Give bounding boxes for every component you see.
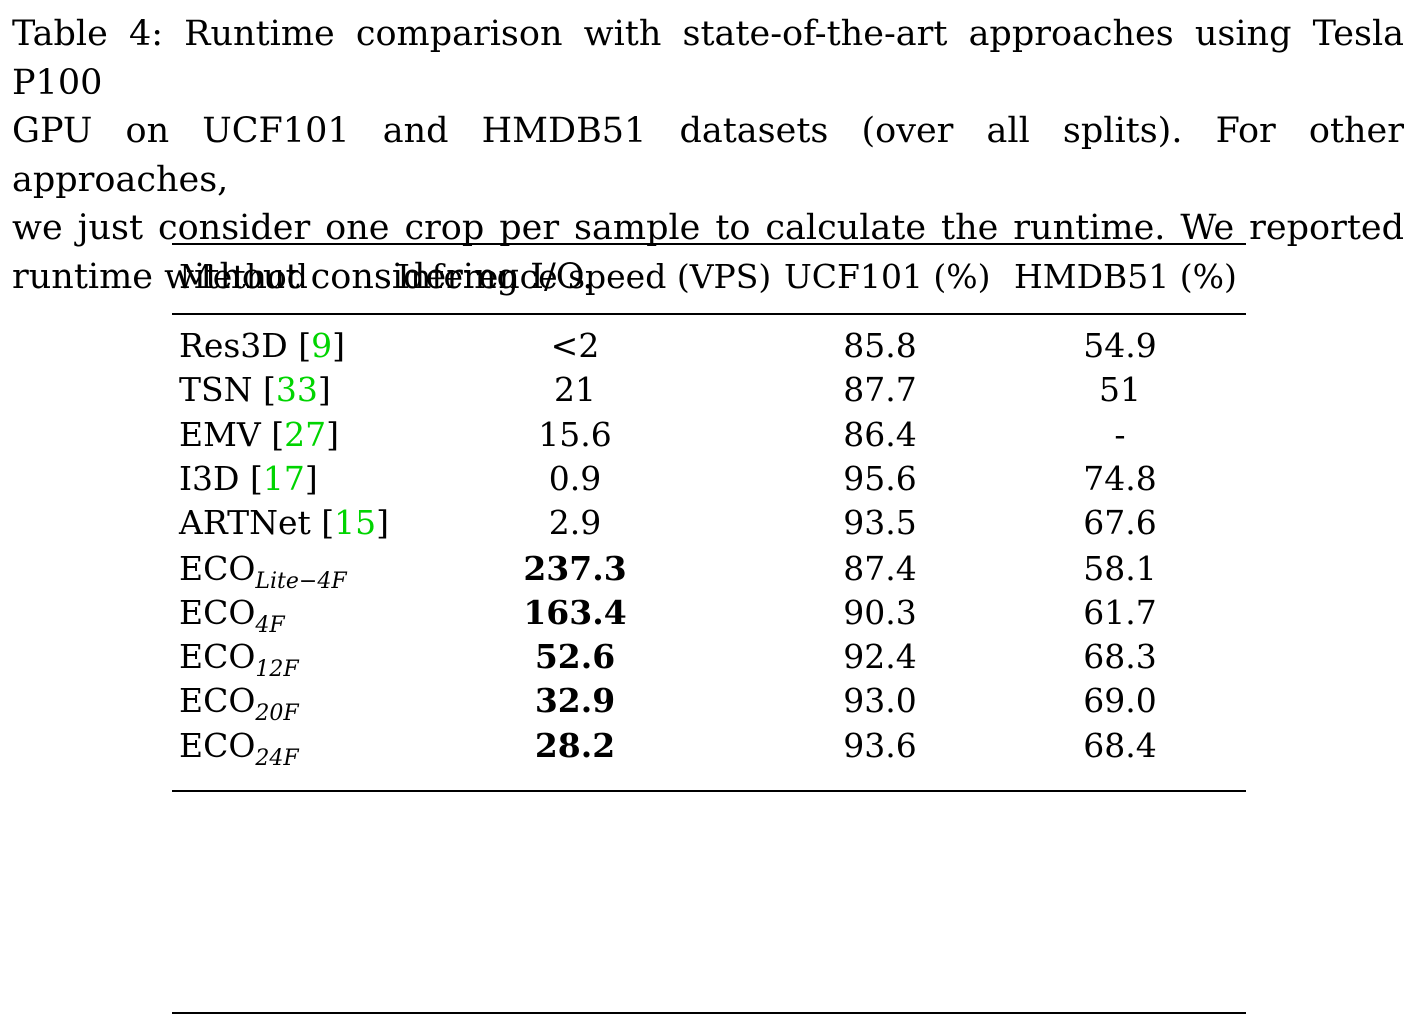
ucf101-cell: 90.3 bbox=[843, 592, 917, 632]
method-cell: ECO4F bbox=[179, 592, 285, 637]
citation-bracket-close: ] bbox=[326, 414, 339, 454]
ucf101-cell: 86.4 bbox=[843, 414, 917, 454]
speed-cell: 52.6 bbox=[534, 637, 616, 677]
method-name: EMV bbox=[179, 414, 261, 454]
header-method: Method bbox=[179, 257, 308, 296]
citation-link[interactable]: 15 bbox=[334, 503, 377, 543]
citation-bracket-close: ] bbox=[304, 458, 318, 498]
hmdb51-cell: 68.3 bbox=[1083, 637, 1157, 677]
hmdb51-cell: - bbox=[1114, 414, 1126, 454]
citation-bracket-close: ] bbox=[376, 503, 390, 543]
table-caption: Table 4: Runtime comparison with state-o… bbox=[12, 10, 1404, 301]
citation-bracket-open: [ bbox=[250, 458, 263, 498]
method-cell: I3D [17] bbox=[179, 459, 318, 499]
speed-cell: 163.4 bbox=[523, 592, 627, 632]
method-name: ARTNet bbox=[179, 503, 311, 543]
citation-bracket-close: ] bbox=[332, 326, 346, 365]
method-cell: EMV [27] bbox=[179, 415, 339, 455]
citation-bracket-open: [ bbox=[298, 326, 312, 365]
method-cell: ECO20F bbox=[179, 681, 299, 725]
method-subscript: 24F bbox=[255, 745, 299, 771]
header-inference-speed: Inference speed (VPS) bbox=[397, 257, 772, 296]
method-subscript: 4F bbox=[255, 612, 285, 638]
speed-cell: 2.9 bbox=[548, 503, 602, 543]
method-cell: ARTNet [15] bbox=[179, 503, 389, 543]
citation-bracket-close: ] bbox=[317, 370, 331, 410]
hmdb51-cell: 67.6 bbox=[1083, 503, 1157, 543]
speed-cell: 21 bbox=[554, 370, 596, 410]
caption-line-4: runtime without considering I/O. bbox=[12, 256, 594, 297]
speed-cell: 28.2 bbox=[534, 725, 616, 765]
hmdb51-cell: 54.9 bbox=[1083, 326, 1157, 365]
method-name: ECO bbox=[179, 592, 256, 632]
ucf101-cell: 93.0 bbox=[843, 681, 917, 721]
header-ucf101: UCF101 (%) bbox=[784, 257, 991, 296]
hmdb51-cell: 69.0 bbox=[1083, 681, 1157, 721]
header-hmdb51: HMDB51 (%) bbox=[1014, 257, 1237, 296]
ucf101-cell: 87.7 bbox=[843, 370, 917, 410]
method-subscript: 12F bbox=[255, 657, 299, 683]
citation-bracket-open: [ bbox=[271, 414, 285, 454]
citation-link[interactable]: 17 bbox=[262, 458, 305, 498]
hmdb51-cell: 74.8 bbox=[1083, 458, 1157, 498]
method-name: ECO bbox=[179, 548, 256, 588]
method-cell: TSN [33] bbox=[179, 370, 331, 410]
ucf101-cell: 87.4 bbox=[843, 548, 917, 588]
caption-line-2: GPU on UCF101 and HMDB51 datasets (over … bbox=[12, 111, 1404, 200]
table-top-rule bbox=[172, 243, 1246, 245]
table-header-rule bbox=[172, 313, 1246, 315]
citation-bracket-open: [ bbox=[321, 503, 335, 543]
method-cell: ECOLite−4F bbox=[179, 548, 347, 593]
ucf101-cell: 95.6 bbox=[843, 458, 917, 498]
method-name: ECO bbox=[179, 681, 256, 721]
ucf101-cell: 93.6 bbox=[843, 725, 917, 765]
speed-cell: <2 bbox=[550, 326, 600, 365]
speed-cell: 15.6 bbox=[538, 414, 612, 454]
method-cell: ECO12F bbox=[179, 637, 299, 681]
table-group-separator bbox=[172, 790, 1246, 792]
hmdb51-cell: 61.7 bbox=[1083, 592, 1157, 632]
citation-link[interactable]: 33 bbox=[275, 370, 318, 410]
speed-cell: 237.3 bbox=[523, 548, 627, 588]
method-subscript: Lite−4F bbox=[255, 568, 347, 594]
ucf101-cell: 85.8 bbox=[843, 326, 917, 365]
citation-link[interactable]: 27 bbox=[284, 414, 327, 454]
citation-bracket-open: [ bbox=[263, 370, 276, 410]
hmdb51-cell: 51 bbox=[1099, 370, 1141, 410]
method-name: Res3D bbox=[179, 326, 288, 365]
citation-link[interactable]: 9 bbox=[311, 326, 333, 365]
speed-cell: 0.9 bbox=[548, 458, 602, 498]
method-name: ECO bbox=[179, 725, 256, 765]
method-name: ECO bbox=[179, 637, 256, 677]
ucf101-cell: 93.5 bbox=[843, 503, 917, 543]
method-subscript: 20F bbox=[255, 701, 299, 727]
method-name: I3D bbox=[179, 458, 240, 498]
caption-line-3: we just consider one crop per sample to … bbox=[12, 208, 1404, 248]
method-cell: ECO24F bbox=[179, 725, 299, 770]
method-name: TSN bbox=[179, 370, 253, 410]
method-cell: Res3D [9] bbox=[179, 326, 345, 366]
speed-cell: 32.9 bbox=[534, 681, 616, 721]
hmdb51-cell: 68.4 bbox=[1083, 725, 1157, 765]
caption-line-1: Table 4: Runtime comparison with state-o… bbox=[12, 14, 1404, 103]
ucf101-cell: 92.4 bbox=[843, 637, 917, 677]
hmdb51-cell: 58.1 bbox=[1083, 548, 1157, 588]
